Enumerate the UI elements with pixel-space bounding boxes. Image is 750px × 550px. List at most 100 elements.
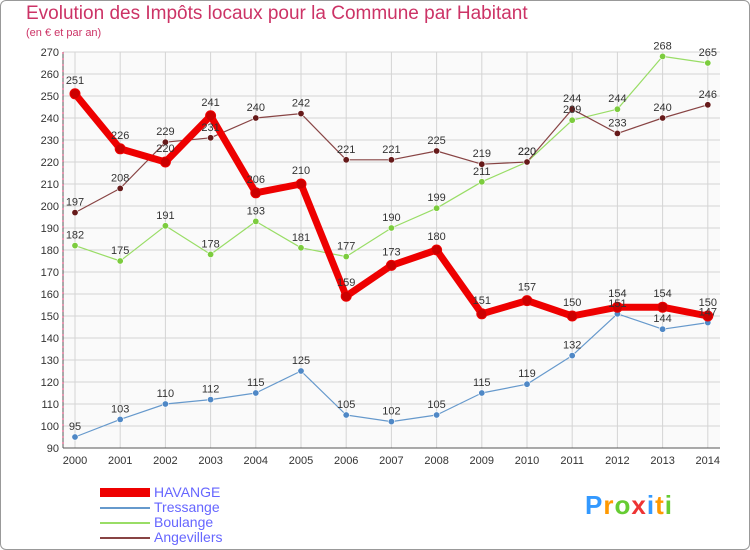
x-tick-label: 2014	[696, 455, 720, 467]
legend-swatch-tressange	[100, 507, 150, 509]
data-label: 206	[247, 174, 265, 186]
brand-letter: x	[631, 490, 647, 520]
y-tick-label: 240	[41, 113, 59, 125]
data-label: 251	[66, 75, 84, 87]
data-point	[702, 310, 714, 322]
data-point	[613, 129, 621, 137]
data-label: 103	[111, 403, 129, 415]
y-tick-label: 140	[41, 333, 59, 345]
data-label: 95	[69, 421, 81, 433]
x-tick-label: 2010	[515, 455, 539, 467]
data-point	[387, 156, 395, 164]
data-point	[613, 105, 621, 113]
data-label: 173	[382, 246, 400, 258]
data-label: 210	[292, 165, 310, 177]
data-label: 231	[201, 122, 219, 134]
y-tick-label: 130	[41, 355, 59, 367]
data-point	[478, 160, 486, 168]
brand-letter: i	[664, 490, 673, 520]
y-tick-label: 230	[41, 135, 59, 147]
data-label: 151	[473, 295, 491, 307]
y-tick-label: 150	[41, 311, 59, 323]
data-point	[69, 88, 81, 100]
data-point	[71, 433, 79, 441]
data-label: 178	[201, 238, 219, 250]
data-point	[704, 59, 712, 67]
data-point	[433, 147, 441, 155]
data-point	[568, 105, 576, 113]
data-point	[342, 156, 350, 164]
data-label: 157	[518, 282, 536, 294]
data-point	[161, 138, 169, 146]
x-tick-label: 2008	[424, 455, 448, 467]
data-label: 105	[337, 399, 355, 411]
data-point	[704, 101, 712, 109]
data-point	[252, 217, 260, 225]
data-label: 244	[608, 93, 626, 105]
data-point	[297, 367, 305, 375]
data-label: 115	[473, 377, 491, 389]
data-point	[116, 257, 124, 265]
proxiti-logo: Proxiti	[585, 490, 673, 521]
data-label: 193	[247, 205, 265, 217]
x-tick-label: 2004	[244, 455, 268, 467]
data-label: 115	[247, 377, 265, 389]
data-label: 226	[111, 130, 129, 142]
data-label: 102	[382, 406, 400, 418]
data-label: 219	[473, 148, 491, 160]
data-point	[116, 415, 124, 423]
y-tick-label: 250	[41, 91, 59, 103]
data-label: 244	[563, 93, 581, 105]
data-label: 112	[202, 384, 220, 396]
data-label: 125	[292, 355, 310, 367]
y-tick-label: 90	[47, 443, 59, 455]
data-label: 119	[518, 368, 536, 380]
data-point	[659, 52, 667, 60]
x-tick-label: 2013	[650, 455, 674, 467]
brand-letter: P	[585, 490, 604, 520]
x-tick-label: 2005	[289, 455, 313, 467]
x-tick-label: 2012	[605, 455, 629, 467]
data-point	[250, 187, 262, 199]
data-label: 239	[563, 104, 581, 116]
data-label: 241	[201, 97, 219, 109]
x-tick-label: 2011	[560, 455, 584, 467]
data-label: 221	[382, 144, 400, 156]
data-point	[659, 114, 667, 122]
data-point	[205, 110, 217, 122]
data-point	[159, 156, 171, 168]
data-point	[566, 310, 578, 322]
data-label: 208	[111, 172, 129, 184]
x-tick-label: 2000	[63, 455, 87, 467]
data-point	[568, 116, 576, 124]
data-point	[521, 295, 533, 307]
data-point	[71, 209, 79, 217]
data-label: 240	[653, 102, 671, 114]
legend-label-angevillers: Angevillers	[154, 529, 223, 545]
data-label: 154	[653, 288, 671, 300]
legend-swatch-boulange	[100, 522, 150, 524]
brand-letter: t	[655, 490, 665, 520]
data-point	[207, 250, 215, 258]
x-tick-label: 2006	[334, 455, 358, 467]
legend-swatch-angevillers	[100, 537, 150, 539]
x-tick-label: 2007	[379, 455, 403, 467]
data-point	[340, 290, 352, 302]
data-label: 221	[337, 144, 355, 156]
data-point	[161, 400, 169, 408]
data-label: 229	[156, 126, 174, 138]
data-label: 191	[156, 210, 174, 222]
data-point	[387, 224, 395, 232]
data-label: 177	[337, 241, 355, 253]
x-tick-label: 2001	[108, 455, 132, 467]
data-point	[342, 411, 350, 419]
data-point	[207, 134, 215, 142]
x-tick-label: 2009	[470, 455, 494, 467]
data-label: 220	[518, 146, 536, 158]
data-label: 154	[608, 288, 626, 300]
y-tick-label: 270	[41, 47, 59, 59]
data-point	[523, 158, 531, 166]
data-label: 105	[427, 399, 445, 411]
data-point	[611, 301, 623, 313]
y-tick-label: 110	[41, 399, 59, 411]
